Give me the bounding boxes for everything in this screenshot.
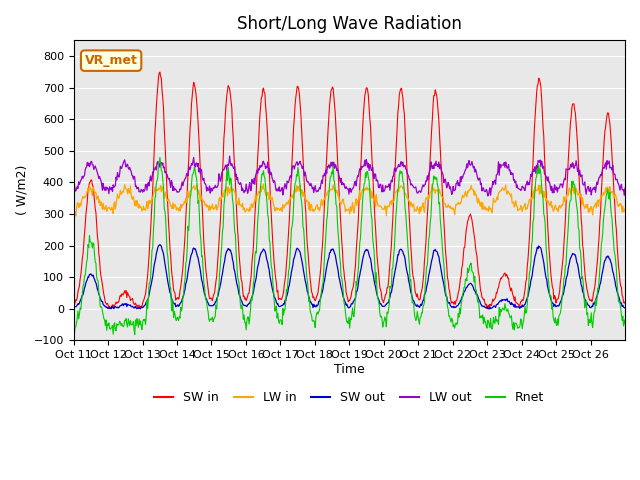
LW out: [438, 168, 445, 174]
SW in: [408, 253, 415, 259]
LW in: [70, 205, 77, 211]
Line: LW in: LW in: [74, 184, 625, 216]
Legend: SW in, LW in, SW out, LW out, Rnet: SW in, LW in, SW out, LW out, Rnet: [150, 386, 549, 409]
SW in: [135, 302, 143, 308]
SW in: [105, 306, 113, 312]
SW out: [285, 282, 293, 288]
LW in: [135, 202, 143, 207]
LW in: [237, 202, 244, 208]
LW out: [264, 159, 271, 165]
SW out: [135, 304, 143, 310]
LW out: [134, 184, 142, 190]
Rnet: [621, 321, 629, 326]
Y-axis label: ( W/m2): ( W/m2): [15, 165, 28, 216]
LW in: [72, 213, 79, 219]
SW in: [237, 276, 245, 282]
SW in: [285, 217, 293, 223]
Rnet: [285, 265, 293, 271]
SW in: [264, 154, 272, 160]
LW out: [484, 193, 492, 199]
SW out: [107, 306, 115, 312]
SW in: [621, 299, 629, 305]
SW out: [237, 298, 245, 303]
LW out: [621, 185, 629, 191]
SW in: [156, 69, 164, 75]
Rnet: [438, 246, 446, 252]
LW in: [621, 206, 629, 212]
LW out: [285, 180, 292, 185]
Rnet: [70, 324, 77, 330]
SW in: [438, 191, 446, 196]
LW out: [226, 153, 234, 159]
Rnet: [408, 288, 415, 294]
Rnet: [156, 155, 164, 160]
Rnet: [131, 332, 139, 337]
SW out: [408, 291, 415, 297]
LW out: [237, 180, 244, 185]
Rnet: [237, 306, 245, 312]
SW out: [621, 305, 629, 311]
SW out: [156, 241, 164, 247]
LW in: [285, 198, 292, 204]
Rnet: [264, 216, 272, 222]
SW in: [70, 302, 77, 308]
LW in: [429, 181, 436, 187]
LW in: [264, 190, 271, 195]
SW out: [70, 305, 77, 311]
LW out: [407, 182, 415, 188]
LW out: [70, 185, 77, 191]
SW out: [438, 275, 446, 281]
Rnet: [135, 316, 143, 322]
Line: SW in: SW in: [74, 72, 625, 309]
LW in: [407, 199, 415, 205]
Line: LW out: LW out: [74, 156, 625, 196]
LW in: [438, 194, 446, 200]
Line: SW out: SW out: [74, 244, 625, 309]
Title: Short/Long Wave Radiation: Short/Long Wave Radiation: [237, 15, 462, 33]
X-axis label: Time: Time: [334, 363, 365, 376]
SW out: [264, 264, 272, 270]
Text: VR_met: VR_met: [84, 54, 138, 67]
Line: Rnet: Rnet: [74, 157, 625, 335]
